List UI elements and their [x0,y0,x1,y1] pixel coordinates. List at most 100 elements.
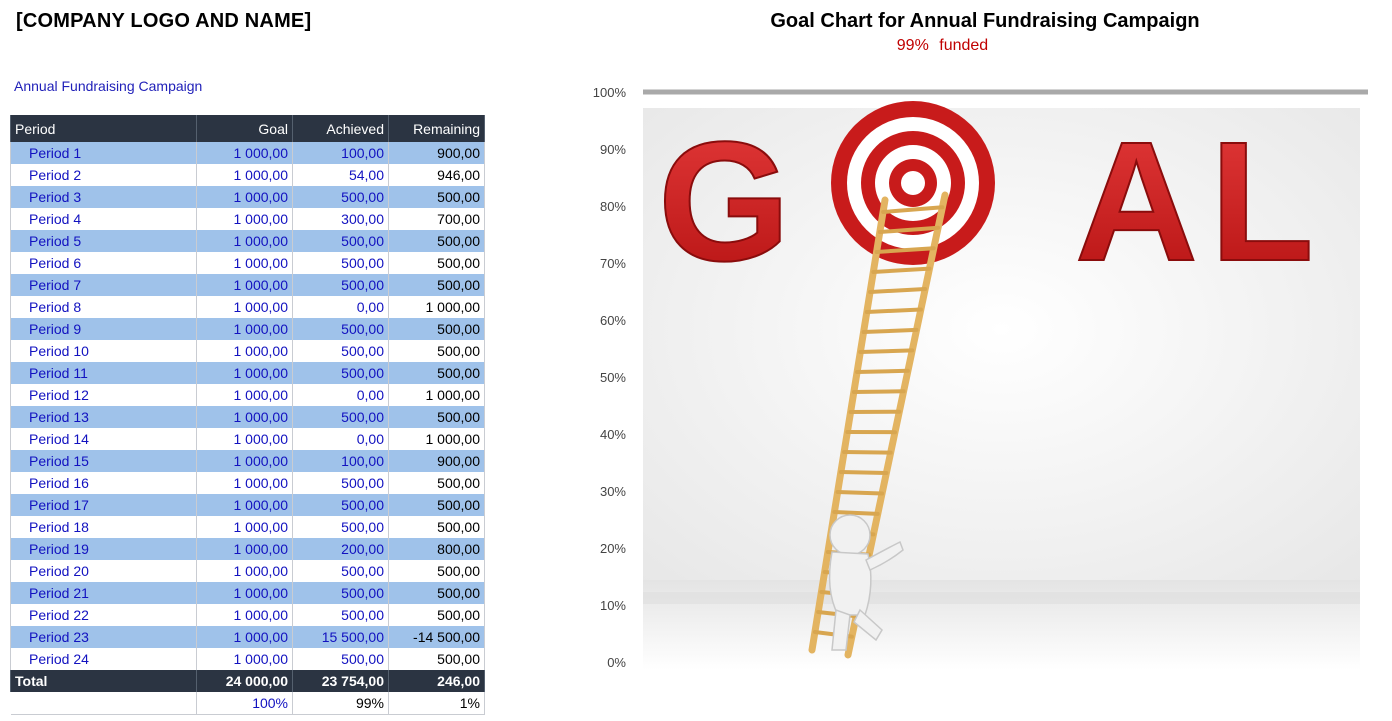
period-cell: Period 17 [10,494,197,516]
remaining-cell: 500,00 [388,560,485,582]
achieved-cell: 200,00 [292,538,389,560]
letter-a: A [1075,107,1198,297]
period-cell: Period 16 [10,472,197,494]
achieved-cell: 500,00 [292,472,389,494]
period-cell: Period 1 [10,142,197,164]
goal-cell: 1 000,00 [196,296,293,318]
ladder-rung [858,348,915,354]
y-tick-label: 100% [593,85,627,100]
remaining-cell: 500,00 [388,648,485,670]
remaining-cell: 500,00 [388,274,485,296]
table-row: Period 19 1 000,00 200,00 800,00 [10,538,485,560]
y-axis-ticks: 0% 10% 20% 30% 40% 50% 60% 70% 80% 90% 100% [593,85,627,670]
ladder-rung [881,205,945,214]
table-row: Period 24 1 000,00 500,00 500,00 [10,648,485,670]
period-cell: Period 12 [10,384,197,406]
goal-cell: 1 000,00 [196,230,293,252]
total-remaining: 246,00 [388,670,485,692]
column-header-achieved: Achieved [292,115,389,142]
climbing-person-icon [828,514,904,651]
period-cell: Period 14 [10,428,197,450]
period-cell: Period 22 [10,604,197,626]
goal-illustration: G A L [643,101,1360,670]
period-cell: Period 19 [10,538,197,560]
achieved-cell: 100,00 [292,450,389,472]
y-tick-label: 50% [600,370,626,385]
table-row: Period 13 1 000,00 500,00 500,00 [10,406,485,428]
table-row: Period 11 1 000,00 500,00 500,00 [10,362,485,384]
remaining-cell: 1 000,00 [388,296,485,318]
goal-cell: 1 000,00 [196,450,293,472]
goal-cell: 1 000,00 [196,208,293,230]
remaining-cell: 500,00 [388,472,485,494]
remaining-cell: 500,00 [388,582,485,604]
ladder-rung [877,225,941,234]
remaining-cell: 500,00 [388,340,485,362]
remaining-cell: 900,00 [388,450,485,472]
funded-caption: 99% funded [640,37,1245,55]
goal-cell: 1 000,00 [196,604,293,626]
funded-label: funded [939,37,989,54]
table-row: Period 23 1 000,00 15 500,00 -14 500,00 [10,626,485,648]
achieved-cell: 300,00 [292,208,389,230]
period-cell: Period 13 [10,406,197,428]
achieved-cell: 500,00 [292,230,389,252]
goal-cell: 1 000,00 [196,560,293,582]
period-cell: Period 4 [10,208,197,230]
remaining-cell: 700,00 [388,208,485,230]
y-tick-label: 70% [600,256,626,271]
y-tick-label: 40% [600,427,626,442]
y-tick-label: 30% [600,484,626,499]
table-row: Period 20 1 000,00 500,00 500,00 [10,560,485,582]
achieved-cell: 0,00 [292,296,389,318]
achieved-cell: 15 500,00 [292,626,389,648]
company-logo-and-name: [COMPANY LOGO AND NAME] [16,10,312,32]
y-tick-label: 0% [607,655,626,670]
table-row: Period 16 1 000,00 500,00 500,00 [10,472,485,494]
funded-value: 99% [896,37,929,54]
ladder-rung [861,327,919,334]
goal-cell: 1 000,00 [196,362,293,384]
goal-cell: 1 000,00 [196,164,293,186]
remaining-cell: 500,00 [388,604,485,626]
total-label: Total [10,670,197,692]
remaining-cell: 500,00 [388,406,485,428]
period-cell: Period 24 [10,648,197,670]
goal-cell: 1 000,00 [196,406,293,428]
goal-cell: 1 000,00 [196,648,293,670]
goal-cell: 1 000,00 [196,626,293,648]
y-tick-label: 60% [600,313,626,328]
period-cell: Period 6 [10,252,197,274]
remaining-cell: 500,00 [388,494,485,516]
column-header-remaining: Remaining [388,115,485,142]
period-cell: Period 15 [10,450,197,472]
percent-goal: 100% [196,692,293,715]
remaining-cell: 800,00 [388,538,485,560]
total-goal: 24 000,00 [196,670,293,692]
total-achieved: 23 754,00 [292,670,389,692]
goal-cell: 1 000,00 [196,274,293,296]
table-row: Period 17 1 000,00 500,00 500,00 [10,494,485,516]
remaining-cell: 500,00 [388,516,485,538]
table-row: Period 22 1 000,00 500,00 500,00 [10,604,485,626]
percent-remaining: 1% [388,692,485,715]
period-cell: Period 5 [10,230,197,252]
period-cell: Period 18 [10,516,197,538]
table-row: Period 12 1 000,00 0,00 1 000,00 [10,384,485,406]
goal-cell: 1 000,00 [196,318,293,340]
percent-achieved: 99% [292,692,389,715]
ladder-rung [832,510,880,516]
period-cell: Period 23 [10,626,197,648]
achieved-cell: 500,00 [292,560,389,582]
ladder-rung [874,246,936,254]
ladder-rung [868,287,928,294]
achieved-cell: 500,00 [292,494,389,516]
period-cell: Period 3 [10,186,197,208]
goal-cell: 1 000,00 [196,472,293,494]
goal-cell: 1 000,00 [196,428,293,450]
